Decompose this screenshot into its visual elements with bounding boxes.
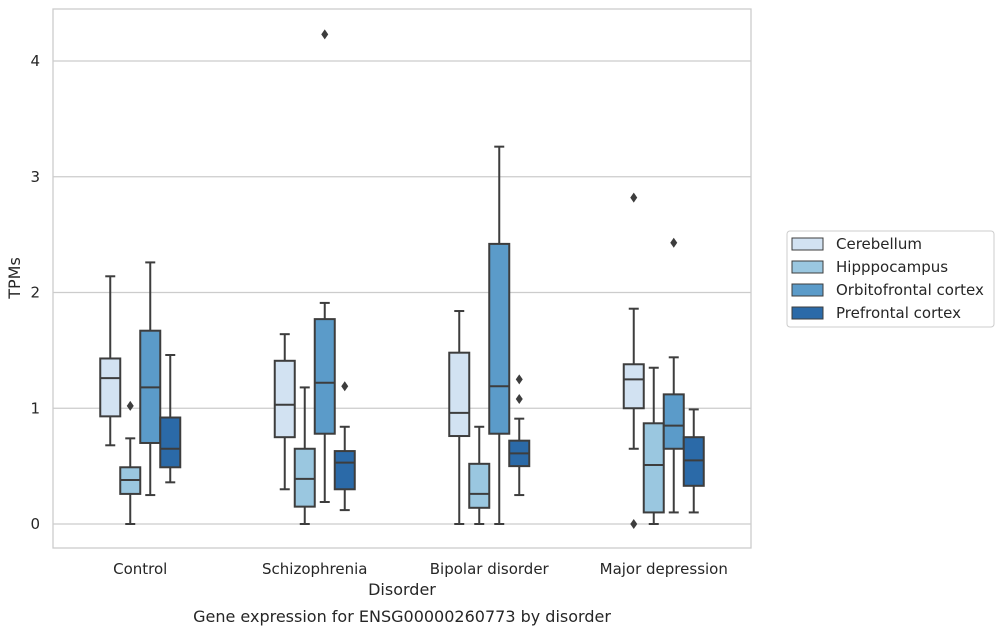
legend-frame [786,230,995,328]
legend-swatch [791,237,824,251]
x-tick-label: Schizophrenia [262,560,367,578]
x-axis-label: Disorder [368,580,436,599]
box-body [682,436,705,487]
legend: Cerebellum Hipppocampus Orbitofrontal cort… [786,230,995,328]
legend-label: Hipppocampus [836,258,948,276]
y-axis-label: TPMs [5,257,24,300]
y-tick-label: 4 [30,52,40,70]
y-tick-label: 1 [30,399,40,417]
legend-label: Cerebellum [836,235,922,253]
box-hipppocampus [642,366,665,525]
outlier-point [670,237,678,248]
box-series [99,29,705,529]
plot-frame [52,8,752,549]
legend-swatch [791,283,824,297]
x-tick-label: Control [113,560,167,578]
outlier-point [515,374,523,385]
box-orbitofrontal-cortex [313,29,336,504]
box-orbitofrontal-cortex [139,261,162,497]
outlier-point [630,192,638,203]
box-body [488,242,511,435]
box-body [273,359,296,439]
box-body [622,363,645,410]
outlier-point [341,381,349,392]
box-cerebellum [273,333,296,491]
outlier-point [630,519,638,529]
box-prefrontal-cortex [508,374,531,497]
box-body [159,416,182,469]
legend-swatch [791,260,824,274]
box-body [468,462,491,509]
box-body [662,393,685,450]
legend-label: Orbitofrontal cortex [836,281,984,299]
box-orbitofrontal-cortex [488,145,511,525]
x-tick-labels: Control Schizophrenia Bipolar disorder Majo… [113,560,728,578]
box-cerebellum [448,310,471,525]
box-body [313,318,336,435]
outlier-point [321,29,329,40]
box-body [99,357,122,418]
box-hipppocampus [468,425,491,525]
chart-caption: Gene expression for ENSG00000260773 by d… [193,607,611,626]
box-cerebellum [99,275,122,447]
x-tick-label: Bipolar disorder [430,560,550,578]
outlier-point [126,400,134,411]
box-orbitofrontal-cortex [662,237,685,514]
y-tick-label: 2 [30,284,40,302]
box-hipppocampus [293,386,316,525]
outlier-point [515,393,523,404]
x-tick-label: Major depression [600,560,728,578]
box-prefrontal-cortex [682,408,705,514]
box-body [642,422,665,514]
box-prefrontal-cortex [159,354,182,484]
box-body [448,351,471,438]
legend-swatch [791,306,824,320]
box-cerebellum [622,192,645,529]
box-prefrontal-cortex [333,381,356,512]
y-tick-label: 0 [30,515,40,533]
box-body [293,447,316,508]
y-tick-labels: 0 1 2 3 4 [30,52,40,533]
legend-label: Prefrontal cortex [836,304,961,322]
box-hipppocampus [119,400,142,525]
y-tick-label: 3 [30,168,40,186]
box-body [333,450,356,491]
